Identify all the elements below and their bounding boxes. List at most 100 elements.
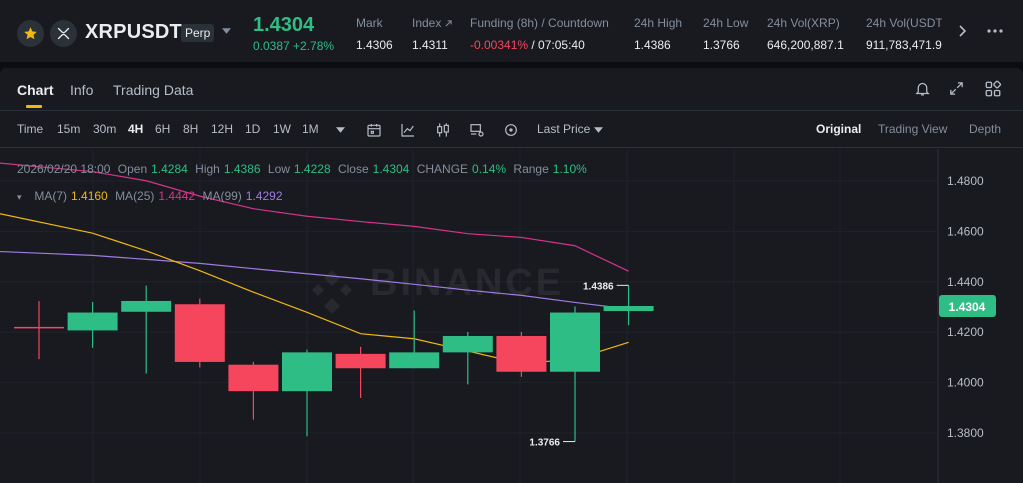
ma-legend: ▾ MA(7) 1.4160 MA(25) 1.4442 MA(99) 1.4292	[17, 189, 287, 203]
stat-24h-high: 24h High 1.4386	[634, 16, 682, 52]
y-tick-label: 1.4200	[947, 325, 984, 339]
view-depth[interactable]: Depth	[969, 122, 1002, 136]
candle-up	[603, 305, 654, 312]
y-tick-label: 1.4400	[947, 275, 984, 289]
stat-label: Mark	[356, 16, 383, 30]
legend-high: 1.4386	[223, 162, 261, 176]
stat-value: 1.4306	[356, 38, 393, 52]
stat-label: 24h High	[634, 16, 683, 30]
stat-funding: Funding (8h) / Countdown -0.00341% / 07:…	[470, 16, 609, 52]
y-tick-label: 1.4000	[947, 376, 984, 390]
legend-date: 2026/02/20 18:00	[17, 162, 111, 176]
timeframe-8h[interactable]: 8H	[183, 122, 199, 136]
price-type-label: Last Price	[537, 122, 591, 136]
timeframe-4h[interactable]: 4H	[128, 122, 144, 136]
stat-24h-vol-xrp: 24h Vol(XRP) 646,200,887.1	[767, 16, 844, 52]
price-change: 0.0387 +2.78%	[253, 39, 335, 53]
stat-value: 1.4311	[412, 38, 448, 52]
stat-label: Funding (8h) / Countdown	[470, 16, 609, 30]
legend-ma25: 1.4442	[158, 189, 196, 203]
legend-low: 1.4228	[293, 162, 331, 176]
view-trading-view[interactable]: Trading View	[878, 122, 948, 136]
stat-value: 646,200,887.1	[767, 38, 844, 52]
stat-24h-vol-usdt: 24h Vol(USDT) 911,783,471.9	[866, 16, 942, 52]
chart-toolbar: Time 15m 30m 4H 6H 8H 12H 1D 1W 1M Last …	[0, 112, 1023, 148]
legend-close-label: Close	[337, 162, 369, 176]
chart-canvas[interactable]: BINANCE 1.4386 1.3766 1.4800 1.4600 1.4400 1…	[0, 149, 1023, 483]
candle-up	[282, 352, 332, 392]
funding-rate: -0.00341%	[470, 38, 529, 52]
binance-watermark: BINANCE	[312, 262, 561, 314]
stat-label: Index	[412, 16, 452, 32]
legend-high-label: High	[195, 162, 220, 176]
legend-ma7: 1.4160	[71, 189, 108, 203]
timeframe-12h[interactable]: 12H	[211, 122, 234, 136]
bell-icon[interactable]	[914, 80, 931, 97]
candle-down	[174, 304, 225, 362]
active-tab-indicator	[26, 105, 42, 108]
candlestick-chart[interactable]: BINANCE 1.4386 1.3766 1.4800 1.4600 1.4400 1…	[0, 149, 1023, 483]
favorite-star-button[interactable]	[17, 20, 44, 47]
layout-grid-icon[interactable]	[984, 80, 1002, 98]
y-tick-label: 1.4800	[947, 174, 984, 188]
expand-icon[interactable]	[948, 80, 965, 97]
legend-ma99: 1.4292	[245, 189, 283, 203]
candle-up	[389, 352, 440, 369]
candle-up	[550, 312, 600, 372]
candle-up	[67, 312, 118, 331]
chart-settings-icon[interactable]	[469, 122, 485, 138]
y-tick-label: 1.4600	[947, 224, 984, 238]
chart-tabs: Chart Info Trading Data	[0, 68, 1023, 111]
star-icon	[24, 27, 37, 40]
crosshair-icon[interactable]	[503, 122, 519, 138]
y-tick-label: 1.3800	[947, 426, 984, 440]
legend-range-label: Range	[513, 162, 549, 176]
ticker-bar: XRPUSDT Perp 1.4304 0.0387 +2.78% Mark 1…	[0, 0, 1023, 62]
tab-chart[interactable]: Chart	[17, 82, 54, 98]
timeframe-time[interactable]: Time	[17, 122, 44, 136]
timeframe-dropdown-icon[interactable]	[336, 127, 345, 133]
timeframe-1w[interactable]: 1W	[273, 122, 291, 136]
price-type-select[interactable]: Last Price	[537, 122, 603, 136]
timeframe-1d[interactable]: 1D	[245, 122, 261, 136]
legend-change: 0.14%	[472, 162, 507, 176]
stat-24h-low: 24h Low 1.3766	[703, 16, 748, 52]
timeframe-30m[interactable]: 30m	[93, 122, 117, 136]
timeframe-1m[interactable]: 1M	[302, 122, 319, 136]
legend-close: 1.4304	[372, 162, 410, 176]
calendar-icon[interactable]	[366, 122, 382, 138]
ma25-line	[0, 162, 629, 272]
ma99-line	[0, 250, 629, 310]
candle-down	[335, 353, 386, 369]
view-original[interactable]: Original	[816, 122, 862, 136]
timeframe-6h[interactable]: 6H	[155, 122, 171, 136]
xrp-logo-icon	[50, 20, 77, 47]
caret-down-icon[interactable]	[222, 28, 231, 34]
tab-info[interactable]: Info	[70, 82, 94, 98]
tab-trading-data[interactable]: Trading Data	[113, 82, 194, 98]
funding-countdown: / 07:05:40	[528, 38, 585, 52]
ohlc-legend: 2026/02/20 18:00 Open 1.4284 High 1.4386 L…	[17, 162, 591, 176]
stat-value: 1.4386	[634, 38, 671, 52]
legend-change-label: CHANGE	[416, 162, 469, 176]
more-dots-icon[interactable]	[986, 23, 1004, 39]
chevron-right-icon[interactable]	[954, 23, 970, 39]
candle-up	[442, 335, 493, 353]
legend-open: 1.4284	[151, 162, 188, 176]
stat-label: 24h Low	[703, 16, 749, 30]
candle-down	[14, 326, 64, 329]
symbol-name[interactable]: XRPUSDT	[85, 21, 182, 43]
timeframe-15m[interactable]: 15m	[57, 122, 81, 136]
stat-index[interactable]: Index 1.4311	[412, 16, 452, 52]
legend-ma25-label: MA(25)	[115, 189, 155, 203]
candle-style-icon[interactable]	[435, 122, 451, 138]
legend-ma99-label: MA(99)	[202, 189, 242, 203]
stat-mark: Mark 1.4306	[356, 16, 393, 52]
candle-up	[121, 300, 172, 312]
legend-range: 1.10%	[552, 162, 587, 176]
collapse-icon[interactable]: ▾	[17, 192, 22, 202]
indicators-icon[interactable]	[400, 122, 416, 138]
stat-value: -0.00341% / 07:05:40	[470, 38, 609, 52]
legend-low-label: Low	[267, 162, 290, 176]
last-price: 1.4304	[253, 14, 315, 36]
